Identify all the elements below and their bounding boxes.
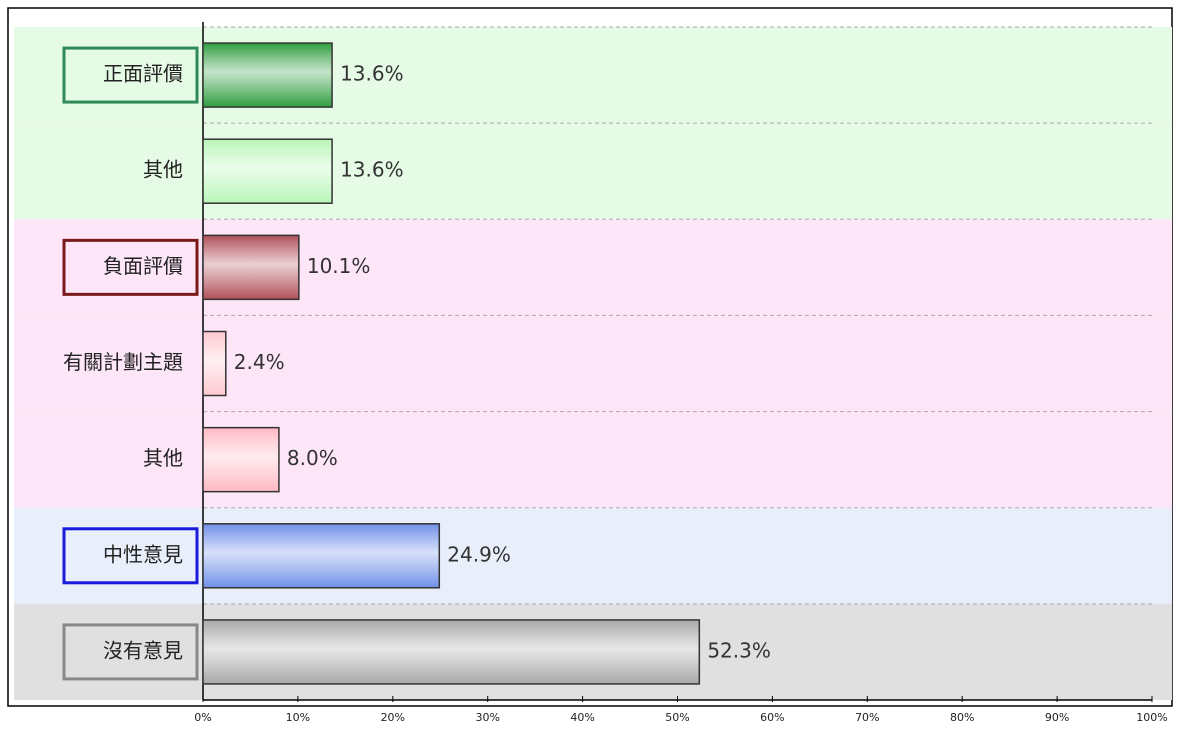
band: [14, 219, 1172, 316]
band: [14, 411, 1172, 508]
band: [14, 315, 1172, 412]
x-tick-label: 50%: [665, 711, 689, 724]
band: [14, 507, 1172, 604]
bar: [202, 619, 701, 685]
category-label: 負面評價: [103, 254, 183, 278]
value-label: 13.6%: [340, 62, 404, 86]
category-label: 正面評價: [103, 62, 183, 86]
x-tick-label: 30%: [475, 711, 499, 724]
category-box: [62, 527, 199, 585]
category-box: [62, 623, 199, 681]
category-box: [62, 238, 199, 296]
category-label: 其他: [143, 158, 183, 182]
category-box: [62, 46, 199, 104]
bar: [202, 330, 227, 397]
category-label: 中性意見: [103, 542, 183, 566]
x-tick-label: 90%: [1045, 711, 1069, 724]
category-label: 沒有意見: [103, 638, 183, 662]
x-tick-label: 70%: [855, 711, 879, 724]
x-tick-label: 100%: [1136, 711, 1167, 724]
value-label: 2.4%: [234, 350, 285, 374]
band: [14, 27, 1172, 124]
bar: [202, 234, 300, 301]
x-tick-label: 20%: [381, 711, 405, 724]
x-tick-label: 0%: [194, 711, 211, 724]
x-tick-label: 10%: [286, 711, 310, 724]
value-label: 52.3%: [707, 638, 771, 662]
band: [14, 123, 1172, 220]
x-tick-label: 80%: [950, 711, 974, 724]
x-tick-label: 40%: [570, 711, 594, 724]
bar: [202, 138, 333, 204]
value-label: 8.0%: [287, 446, 338, 470]
category-label: 有關計劃主題: [63, 350, 183, 374]
bar: [202, 426, 280, 493]
bar: [202, 42, 333, 108]
value-label: 24.9%: [447, 542, 511, 566]
x-tick-label: 60%: [760, 711, 784, 724]
bar: [202, 523, 441, 589]
value-label: 10.1%: [307, 254, 371, 278]
category-label: 其他: [143, 446, 183, 470]
value-label: 13.6%: [340, 158, 404, 182]
